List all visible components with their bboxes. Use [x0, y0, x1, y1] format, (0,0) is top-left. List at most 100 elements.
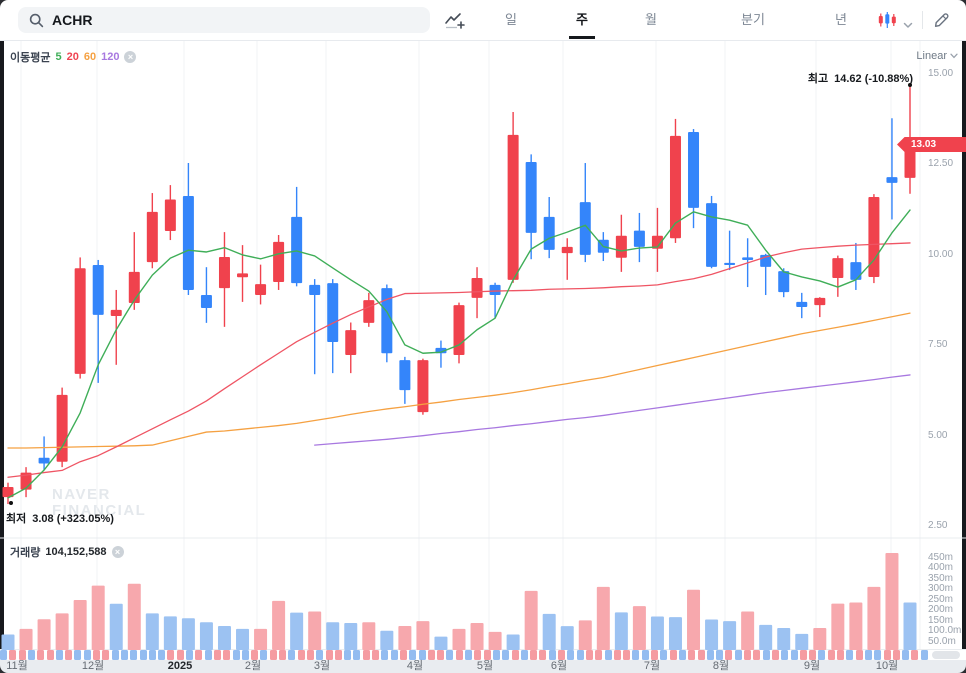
volume-axis-label: 400m — [928, 562, 954, 574]
timeline-month-label: 4월 — [406, 660, 424, 672]
candle — [904, 144, 916, 178]
scrollbar-segment — [362, 650, 370, 660]
ma-period-5: 5 — [55, 51, 62, 63]
chart-type-icon[interactable] — [877, 11, 899, 34]
scrollbar-segment — [288, 650, 296, 660]
volume-axis-label: 350m — [928, 572, 954, 584]
scrollbar-segment — [241, 650, 249, 660]
volume-bar — [578, 620, 592, 650]
draw-pencil-icon[interactable] — [933, 10, 951, 34]
candle — [146, 211, 158, 263]
close-volume-indicator-icon[interactable]: × — [111, 546, 124, 558]
candle — [688, 131, 700, 208]
candle — [489, 284, 501, 296]
scrollbar-segment — [55, 650, 63, 660]
scrollbar-segment — [641, 650, 649, 660]
volume-axis-label: 100.0m — [928, 625, 962, 637]
candle — [507, 134, 519, 280]
volume-bar — [127, 583, 141, 650]
candle — [832, 258, 844, 279]
scrollbar-segment — [204, 650, 212, 660]
timeline-month-label: 8월 — [712, 660, 730, 672]
volume-bar — [236, 628, 250, 650]
volume-bar — [849, 602, 863, 650]
volume-bar — [759, 624, 773, 650]
add-indicator-icon[interactable] — [444, 11, 465, 35]
ma-line — [7, 242, 911, 478]
scrollbar-segment — [223, 650, 231, 660]
timeline-month-label: 2025 — [167, 660, 193, 672]
scrollbar-segment — [799, 650, 807, 660]
candle — [669, 135, 681, 239]
ma-line — [314, 374, 911, 446]
chevron-down-icon — [950, 53, 958, 59]
scrollbar-segment — [706, 650, 714, 660]
chevron-down-icon[interactable] — [903, 16, 913, 34]
volume-bar — [199, 622, 213, 650]
scrollbar-segment — [176, 650, 184, 660]
scrollbar-segment — [511, 650, 519, 660]
scrollbar-segment — [455, 650, 463, 660]
scrollbar-segment — [716, 650, 724, 660]
scrollbar-segment — [251, 650, 259, 660]
scrollbar-segment — [744, 650, 751, 660]
close-ma-indicator-icon[interactable]: × — [124, 51, 137, 63]
candle — [886, 177, 898, 183]
volume-bar — [596, 586, 610, 650]
timeline-month-label: 9월 — [803, 660, 821, 672]
scrollbar-segment — [483, 650, 491, 660]
scrollbar-segment — [93, 650, 100, 660]
candle — [850, 262, 862, 280]
volume-bar — [19, 628, 33, 650]
scrollbar-segment — [669, 650, 677, 660]
tab-month[interactable]: 월 — [645, 12, 657, 27]
high-annotation: 최고 14.62 (-10.88%) — [807, 73, 913, 85]
candle — [651, 235, 663, 249]
scrollbar-segment — [297, 650, 305, 660]
scrollbar-segment — [790, 650, 798, 660]
scrollbar-segment — [827, 650, 835, 660]
candle — [92, 265, 104, 315]
volume-bar — [813, 628, 827, 650]
search-icon — [29, 13, 44, 28]
scrollbar-segment — [697, 650, 705, 660]
ma-period-60: 60 — [83, 51, 97, 63]
symbol-search-input[interactable]: ACHR — [18, 7, 430, 33]
tab-quarter[interactable]: 분기 — [741, 12, 765, 27]
last-price-tag: 13.03 — [897, 137, 966, 152]
scrollbar-segment — [613, 650, 621, 660]
candlestick-chart-canvas[interactable] — [0, 40, 966, 650]
tab-year[interactable]: 년 — [835, 12, 847, 27]
volume-bar — [55, 613, 69, 650]
price-axis-label: 15.00 — [928, 68, 954, 79]
ma-period-20: 20 — [66, 51, 79, 63]
volume-axis-label: 150m — [928, 614, 954, 626]
candle — [74, 268, 86, 374]
scrollbar-segment — [604, 650, 612, 660]
tab-week[interactable]: 주 — [576, 0, 588, 39]
scrollbar-segment — [678, 650, 686, 660]
volume-legend: 거래량 104,152,588 × — [10, 544, 124, 560]
scrollbar-segment — [9, 650, 17, 660]
scrollbar-segment — [548, 650, 556, 660]
scrollbar-segment — [837, 650, 844, 660]
volume-bar — [73, 600, 87, 650]
scrollbar-segment — [660, 650, 668, 660]
scrollbar-segment — [502, 650, 510, 660]
price-axis-label: 7.50 — [928, 339, 948, 351]
scrollbar-segment — [771, 650, 779, 660]
scale-selector[interactable]: Linear — [916, 50, 958, 62]
volume-bar — [542, 613, 556, 650]
candle — [579, 202, 591, 255]
scrollbar-segment — [781, 650, 789, 660]
timeline-axis[interactable]: 11월 12월 2025 2월 3월 4월 5월 6월 7월 8월 9월 10월 — [0, 660, 966, 673]
scrollbar-segment — [316, 650, 324, 660]
scrollbar-segment — [27, 650, 35, 660]
scrollbar-segment — [864, 650, 872, 660]
candle — [56, 394, 68, 462]
scrollbar-segment — [325, 650, 333, 660]
scrollbar-segment — [734, 650, 742, 660]
chart-scrollbar[interactable] — [0, 650, 966, 660]
tab-day[interactable]: 일 — [505, 12, 517, 27]
volume-bar — [145, 613, 159, 650]
